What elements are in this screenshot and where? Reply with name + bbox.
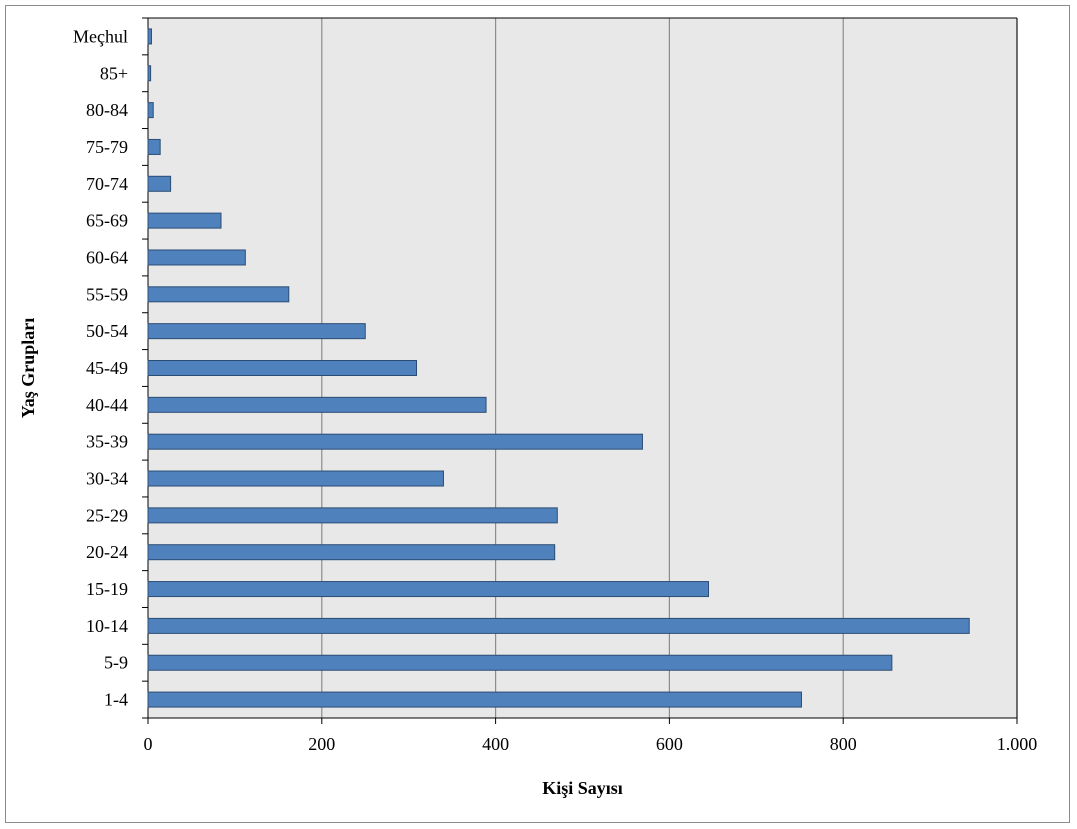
x-tick-label: 600	[656, 734, 683, 754]
tick-labels: 0 200 400 600 800 1.000 1-4 5-9 10-14 15-19 20-24 2…	[73, 26, 1037, 754]
bar	[147, 102, 154, 119]
bar	[147, 581, 710, 598]
chart-area: 0 200 400 600 800 1.000 1-4 5-9 10-14 15-19 20-24 2…	[5, 5, 1070, 823]
y-tick-label: 75-79	[86, 137, 128, 157]
y-tick-label: Meçhul	[73, 26, 128, 46]
bar	[147, 544, 556, 561]
bar-chart: 0 200 400 600 800 1.000 1-4 5-9 10-14 15-19 20-24 2…	[18, 17, 1037, 798]
y-tick-label: 55-59	[86, 284, 128, 304]
bar	[147, 28, 152, 45]
y-tick-label: 35-39	[86, 432, 128, 452]
y-tick-label: 85+	[100, 63, 128, 83]
bar	[147, 286, 290, 303]
y-axis-title: Yaş Grupları	[18, 318, 38, 419]
bar	[147, 617, 970, 634]
y-tick-label: 70-74	[86, 174, 128, 194]
bar	[147, 249, 246, 266]
bar	[147, 360, 418, 376]
bar	[147, 433, 643, 450]
bars	[147, 28, 970, 708]
y-tick-label: 1-4	[104, 690, 128, 710]
y-tick-label: 60-64	[86, 247, 128, 267]
x-axis-title: Kişi Sayısı	[542, 778, 623, 798]
bar	[147, 138, 161, 155]
y-tick-label: 5-9	[104, 653, 128, 673]
y-tick-label: 10-14	[86, 616, 128, 636]
bar	[147, 65, 152, 82]
x-tick-label: 0	[144, 734, 153, 754]
bar	[147, 507, 558, 524]
y-tick-label: 80-84	[86, 100, 128, 120]
y-tick-label: 40-44	[86, 395, 128, 415]
bar	[147, 654, 893, 671]
x-tick-label: 1.000	[997, 734, 1038, 754]
gridlines	[321, 18, 1018, 718]
bar	[147, 175, 172, 192]
y-tick-label: 30-34	[86, 469, 128, 489]
y-tick-label: 45-49	[86, 358, 128, 378]
x-tick-label: 800	[830, 734, 857, 754]
y-tick-label: 20-24	[86, 542, 128, 562]
bar	[147, 323, 366, 340]
y-tick-label: 65-69	[86, 211, 128, 231]
bar	[147, 396, 487, 413]
bar	[147, 212, 222, 229]
y-tick-label: 50-54	[86, 321, 128, 341]
bar	[147, 470, 444, 487]
y-tick-label: 15-19	[86, 579, 128, 599]
y-tick-label: 25-29	[86, 505, 128, 525]
x-tick-label: 200	[308, 734, 335, 754]
x-tick-label: 400	[482, 734, 509, 754]
bar	[147, 691, 802, 708]
